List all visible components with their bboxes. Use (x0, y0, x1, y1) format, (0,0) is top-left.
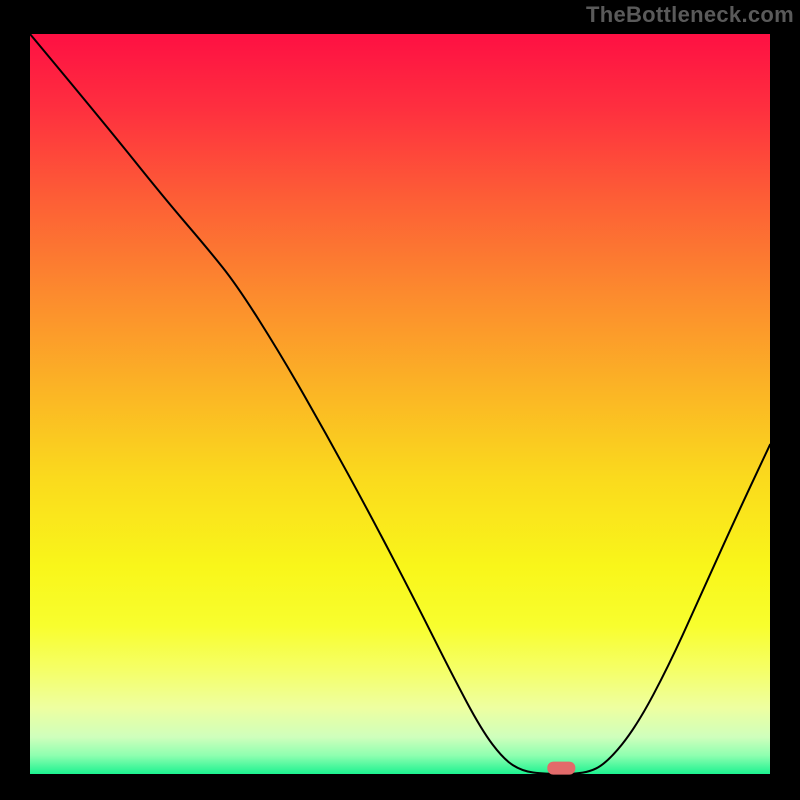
watermark-text: TheBottleneck.com (586, 2, 794, 28)
bottleneck-chart (0, 0, 800, 800)
optimal-marker (547, 762, 575, 775)
chart-plot-background (30, 34, 770, 774)
